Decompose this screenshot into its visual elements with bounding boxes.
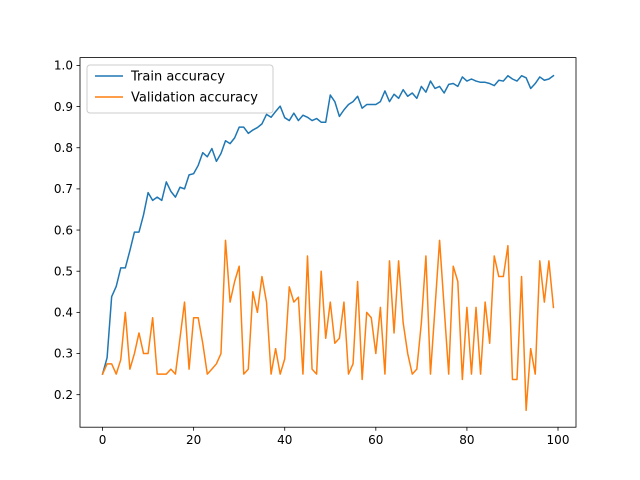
x-tick-label: 80: [459, 433, 474, 447]
y-tick-label: 0.8: [54, 141, 73, 155]
legend: Train accuracy Validation accuracy: [86, 64, 274, 114]
legend-box: [86, 64, 274, 114]
series-line-validation-accuracy: [101, 239, 555, 412]
y-tick-label: 1.0: [54, 59, 73, 73]
x-tick-label: 0: [99, 433, 107, 447]
y-tick-label: 0.5: [54, 264, 73, 278]
y-tick-label: 0.3: [54, 347, 73, 361]
y-axis: 0.2 0.3 0.4 0.5 0.6 0.7 0.8 0.9 1.0: [54, 59, 80, 402]
y-tick-label: 0.2: [54, 388, 73, 402]
series-layer: [101, 74, 555, 412]
legend-label: Validation accuracy: [131, 91, 258, 106]
legend-label: Train accuracy: [130, 70, 225, 85]
x-axis: 0 20 40 60 80 100: [99, 427, 570, 447]
series-line-train-accuracy: [101, 74, 555, 376]
y-tick-label: 0.7: [54, 182, 73, 196]
y-tick-label: 0.6: [54, 223, 73, 237]
x-tick-label: 40: [277, 433, 292, 447]
x-tick-label: 60: [368, 433, 383, 447]
y-tick-label: 0.9: [54, 100, 73, 114]
x-tick-label: 20: [186, 433, 201, 447]
y-tick-label: 0.4: [54, 306, 73, 320]
x-tick-label: 100: [547, 433, 570, 447]
axes-frame: [79, 57, 577, 428]
